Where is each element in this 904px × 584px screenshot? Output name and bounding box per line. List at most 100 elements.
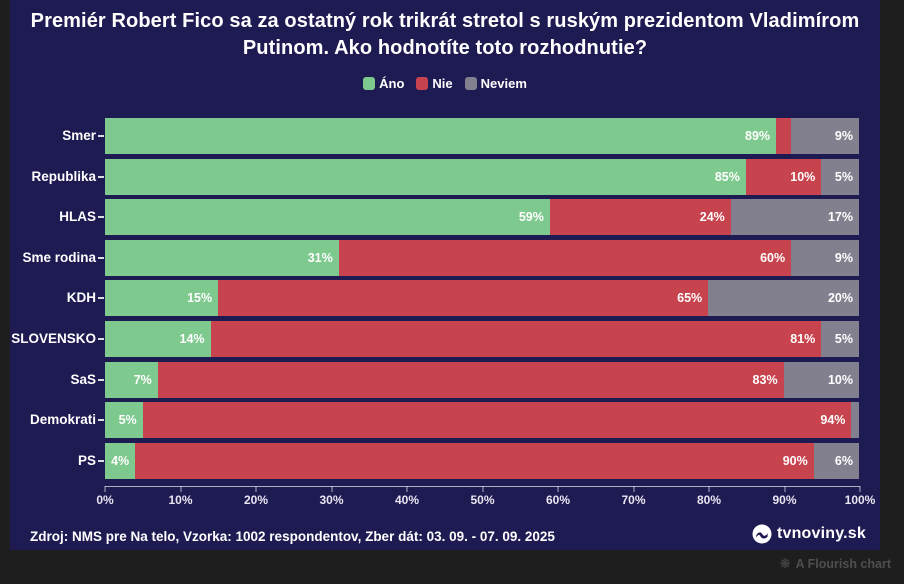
segment-nie[interactable]: 10% [745, 158, 822, 195]
legend-swatch [363, 77, 376, 90]
segment-value: 81% [790, 331, 816, 346]
segment-nie[interactable]: 81% [210, 320, 822, 357]
category-tick [96, 280, 105, 316]
segment-áno[interactable]: 89% [105, 118, 777, 154]
segment-value: 4% [111, 453, 130, 468]
segment-value: 5% [834, 169, 853, 184]
legend-label: Neviem [480, 76, 527, 91]
bar-row-smer: Smer 89% 9% [10, 118, 880, 154]
bar-row-sas: SaS 7% 83% 10% [10, 361, 880, 398]
segment-neviem[interactable]: 17% [730, 199, 859, 236]
category-tick [96, 240, 105, 276]
category-label: Republika [31, 168, 96, 184]
category-label: Demokrati [29, 412, 96, 428]
x-tick-mark [557, 486, 559, 492]
segment-value: 5% [118, 413, 137, 428]
segment-value: 14% [179, 331, 205, 346]
x-tick-mark [482, 486, 483, 492]
x-tick-label: 40% [394, 493, 420, 507]
segment-neviem[interactable]: 6% [813, 442, 859, 479]
segment-neviem[interactable]: 20% [708, 280, 859, 317]
x-axis: 0% 10% 20% 30% 40% 50% 60% 70% 80% 90% 100% [96, 486, 875, 508]
segment-áno[interactable]: 59% [105, 199, 550, 236]
segment-value: 9% [834, 129, 853, 143]
plot-area: Smer 89% 9% Republika 85% 10% 5% HLAS 59% 24% 17% S… [10, 118, 880, 483]
segment-value: 89% [745, 129, 771, 143]
category-tick [96, 118, 105, 154]
stacked-bar: 5% 94% [105, 402, 859, 439]
source-note: Zdroj: NMS pre Na telo, Vzorka: 1002 res… [30, 529, 555, 544]
x-tick-label: 70% [621, 493, 646, 507]
chart-title: Premiér Robert Fico sa za ostatný rok tr… [30, 10, 860, 59]
segment-value: 20% [827, 291, 853, 306]
x-tick-label: 10% [168, 493, 193, 507]
segment-nie[interactable]: 90% [135, 442, 814, 479]
segment-áno[interactable]: 85% [105, 158, 746, 195]
stacked-bar: 7% 83% 10% [105, 361, 859, 398]
segment-value: 85% [714, 169, 740, 184]
x-tick-label: 50% [470, 493, 495, 507]
bar-row-slovensko: SLOVENSKO 14% 81% 5% [10, 320, 880, 357]
legend-item-nie[interactable]: Nie [416, 76, 453, 91]
category-tick [96, 402, 105, 438]
segment-neviem[interactable]: 9% [791, 118, 859, 154]
tvnoviny-wordmark: tvnoviny.sk [776, 525, 866, 542]
category-label: Smer [62, 128, 96, 143]
x-tick-label: 0% [96, 493, 114, 507]
segment-áno[interactable]: 5% [105, 402, 143, 439]
segment-value: 10% [790, 169, 816, 184]
x-tick-label: 20% [243, 493, 269, 507]
segment-neviem[interactable]: 5% [821, 158, 859, 195]
legend-swatch [464, 77, 477, 90]
category-tick [96, 199, 105, 235]
segment-nie[interactable]: 94% [142, 402, 852, 439]
x-tick-mark [406, 486, 408, 492]
segment-value: 17% [827, 210, 853, 225]
category-label: PS [77, 452, 96, 468]
segment-nie[interactable]: 83% [157, 361, 784, 398]
legend-item-áno[interactable]: Áno [363, 76, 404, 91]
x-tick-mark [104, 486, 106, 492]
flourish-attribution-label: A Flourish chart [795, 557, 891, 571]
stacked-bar: 85% 10% 5% [105, 158, 859, 195]
x-tick-mark [784, 486, 785, 492]
segment-neviem[interactable]: 9% [791, 239, 859, 276]
segment-neviem[interactable]: 5% [821, 320, 859, 357]
segment-value: 83% [752, 372, 778, 387]
flourish-icon: ❋ [779, 556, 791, 571]
segment-áno[interactable]: 14% [105, 320, 211, 357]
x-tick-mark [633, 486, 634, 492]
segment-áno[interactable]: 7% [105, 361, 158, 398]
segment-value: 24% [699, 210, 725, 225]
segment-value: 10% [827, 372, 853, 387]
tvnoviny-icon [752, 524, 772, 544]
segment-neviem[interactable]: 10% [783, 361, 859, 398]
segment-nie[interactable]: 24% [549, 199, 731, 236]
bar-row-hlas: HLAS 59% 24% 17% [10, 199, 880, 236]
flourish-attribution[interactable]: ❋ A Flourish chart [780, 556, 891, 572]
segment-value: 94% [820, 413, 846, 428]
segment-áno[interactable]: 15% [105, 280, 219, 317]
stacked-bar: 31% 60% 9% [105, 239, 859, 276]
tvnoviny-logo[interactable]: tvnoviny.sk [752, 524, 866, 544]
category-tick [96, 159, 105, 195]
category-label: SaS [70, 371, 96, 387]
category-label: SLOVENSKO [11, 330, 96, 346]
x-tick-mark [255, 486, 257, 492]
segment-nie[interactable] [776, 118, 792, 154]
segment-value: 7% [133, 372, 152, 387]
segment-áno[interactable]: 4% [105, 442, 136, 479]
stacked-bar: 59% 24% 17% [105, 199, 859, 236]
stacked-bar: 4% 90% 6% [105, 442, 859, 479]
segment-nie[interactable]: 60% [338, 239, 792, 276]
segment-neviem[interactable] [851, 402, 859, 439]
bar-row-republika: Republika 85% 10% 5% [10, 158, 880, 195]
segment-nie[interactable]: 65% [218, 280, 709, 317]
legend-item-neviem[interactable]: Neviem [464, 76, 527, 91]
segment-áno[interactable]: 31% [105, 239, 339, 276]
segment-value: 6% [834, 453, 853, 468]
legend-swatch [416, 77, 429, 90]
stacked-bar: 15% 65% 20% [105, 280, 859, 317]
x-tick-label: 100% [844, 493, 876, 507]
category-label: KDH [66, 290, 96, 306]
